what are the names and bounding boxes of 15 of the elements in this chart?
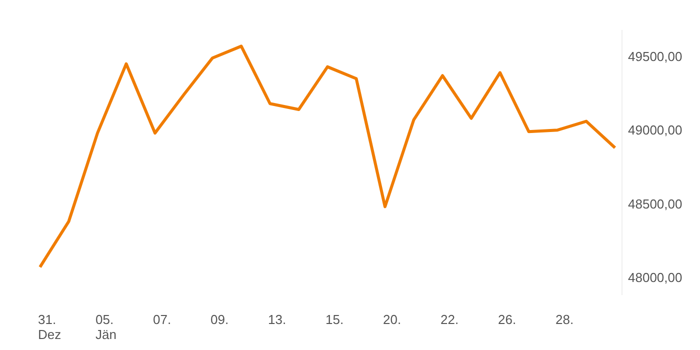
x-tick-label: 15. [326,312,344,327]
x-tick-label: 20. [383,312,402,327]
y-tick-label: 48000,00 [628,270,682,285]
y-tick-label: 49000,00 [628,122,682,138]
x-tick-label: 13. [268,312,286,327]
y-tick-label: 49500,00 [628,49,682,64]
x-tick-label: 28. [556,312,574,327]
x-tick-label: 05. Jän [96,312,116,342]
line-series [38,44,616,269]
x-tick-label: 07. [153,312,172,327]
x-tick-label: 31. Dez [38,312,62,342]
y-tick-label: 48500,00 [628,196,682,212]
x-tick-label: 09. [210,312,229,327]
x-tick-label: 22. [440,312,459,327]
x-tick-label: 26. [498,312,516,327]
